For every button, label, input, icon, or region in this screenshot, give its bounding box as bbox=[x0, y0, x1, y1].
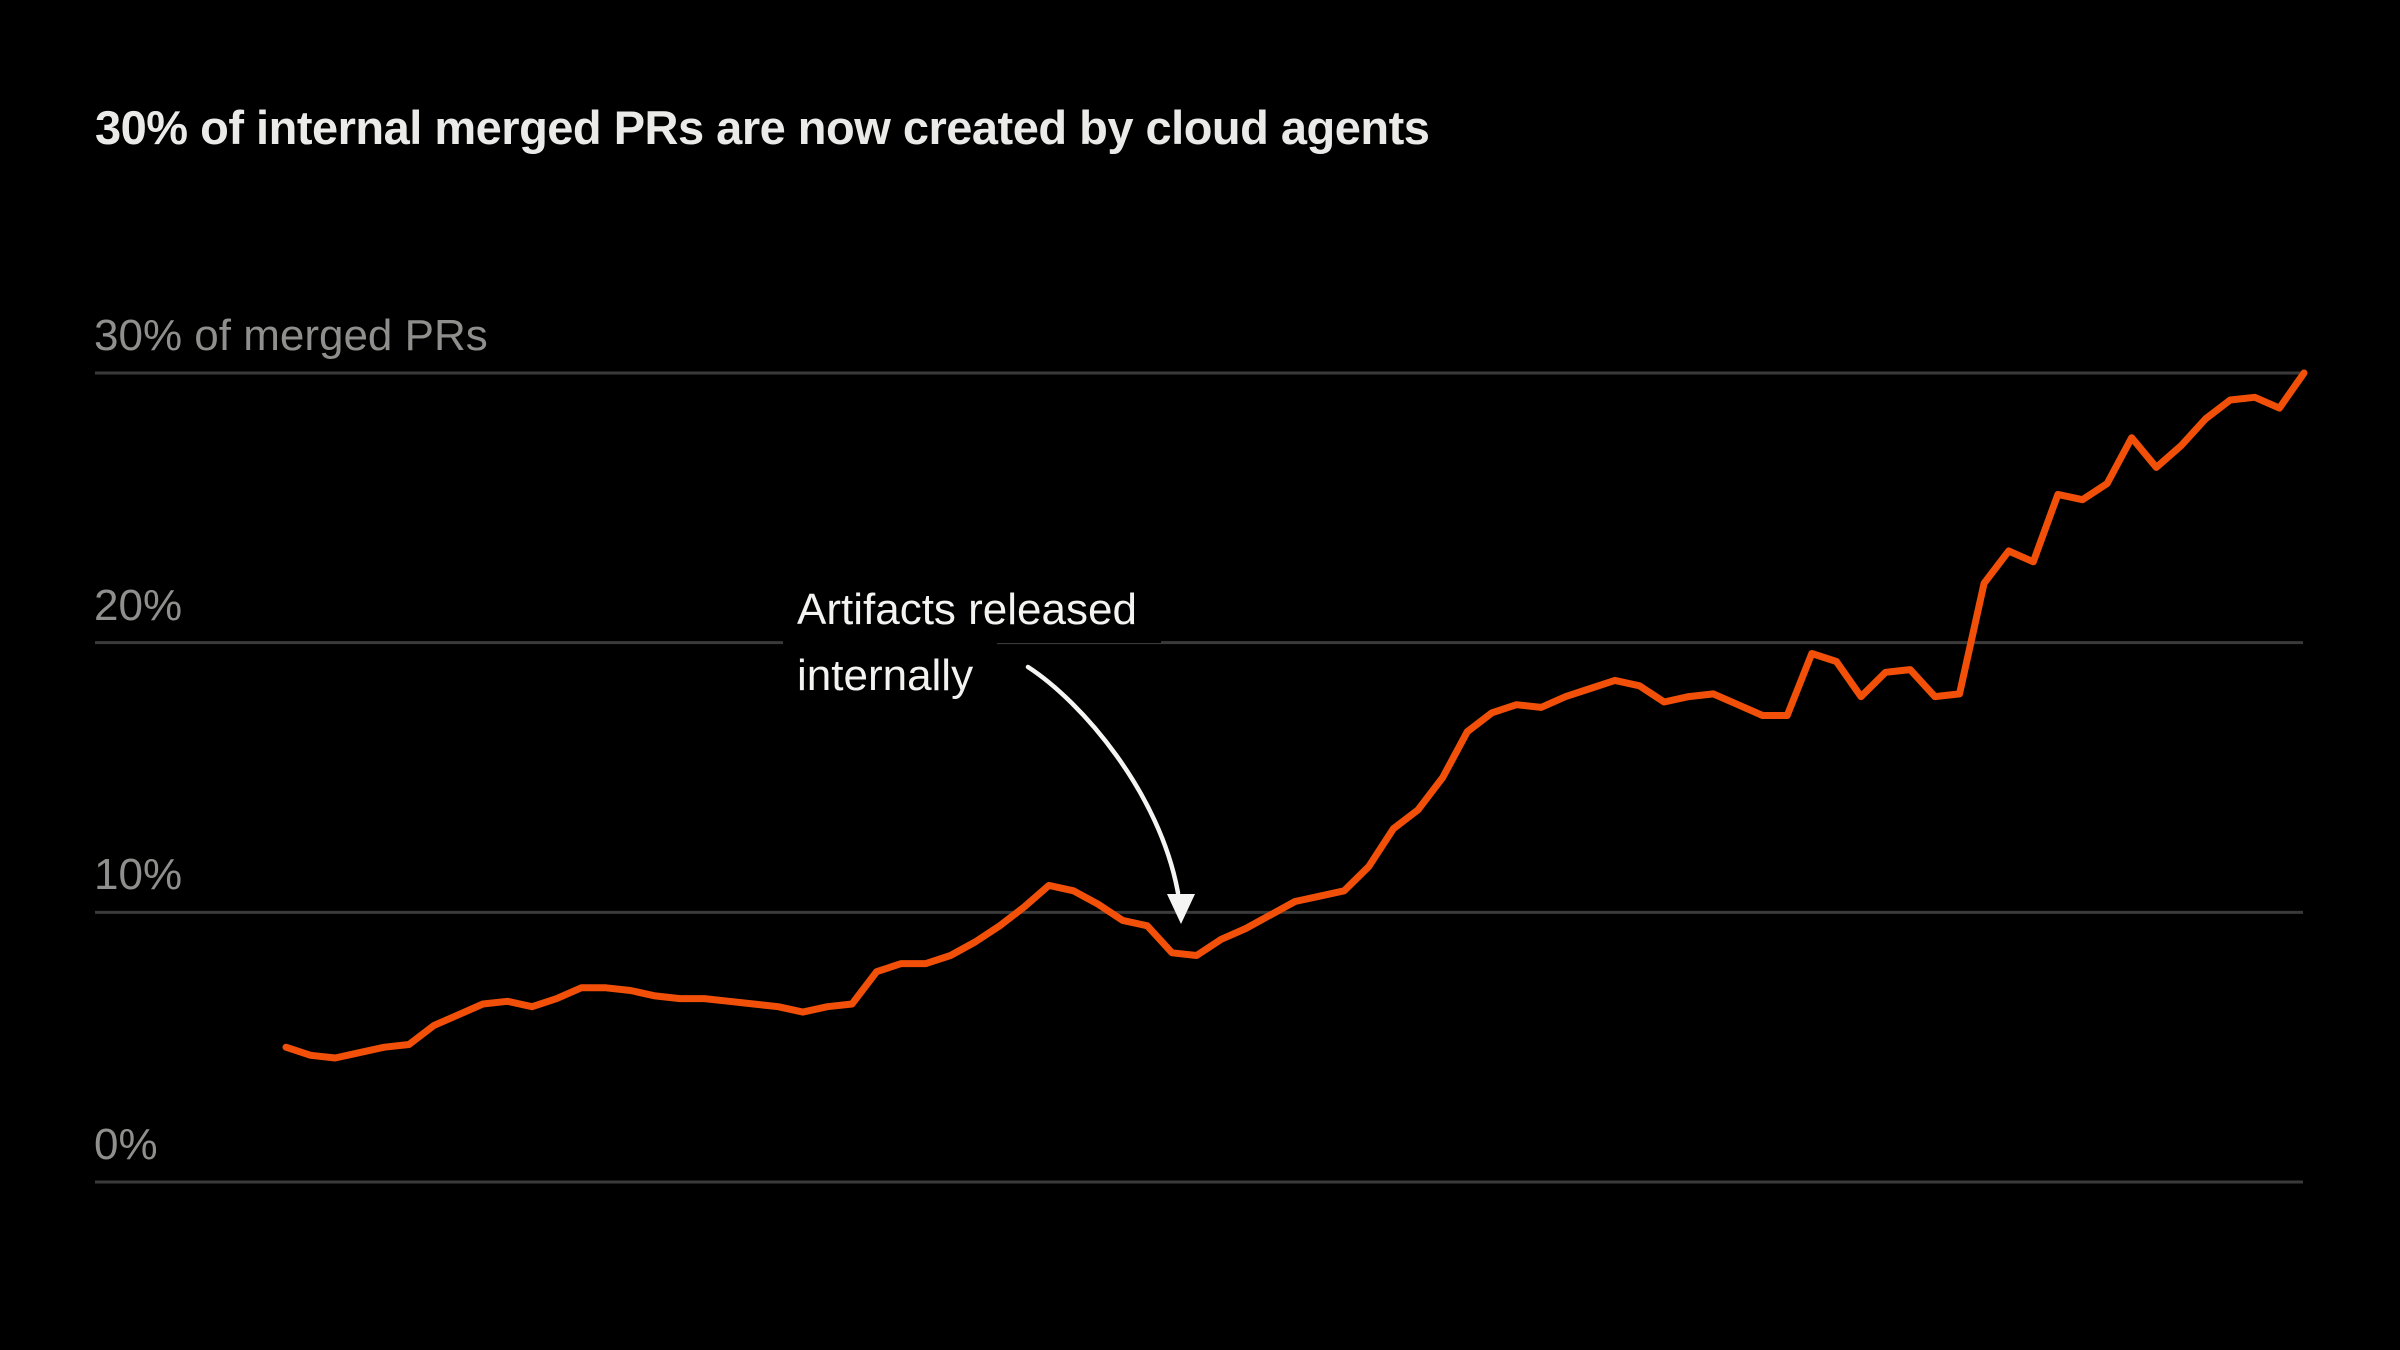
annotation-arrowhead-icon bbox=[1167, 894, 1195, 924]
annotation-arrow bbox=[1025, 664, 1195, 924]
y-tick-label-10pct: 10% bbox=[94, 850, 183, 900]
annotation-callout: Artifacts released internally bbox=[783, 577, 1161, 709]
annotation-text-line-2: internally bbox=[783, 643, 998, 709]
gridlines-group bbox=[95, 371, 2303, 1184]
page-title: 30% of internal merged PRs are now creat… bbox=[95, 101, 1430, 154]
annotation-text-line-1: Artifacts released bbox=[783, 577, 1161, 643]
data-line-cloud-agent-share bbox=[282, 369, 2308, 1062]
annotation-arrow-curve-icon bbox=[1025, 664, 1181, 896]
y-tick-label-20pct: 20% bbox=[94, 580, 183, 630]
y-tick-label-0pct: 0% bbox=[94, 1120, 158, 1169]
y-tick-label-30pct: 30% of merged PRs bbox=[94, 311, 488, 360]
